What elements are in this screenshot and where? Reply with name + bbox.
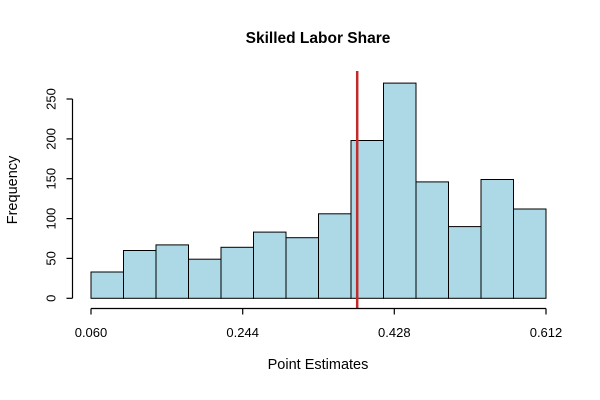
histogram-bar [318,213,352,299]
histogram-bar [415,181,449,299]
histogram-bar [448,226,482,299]
histogram-bar [123,250,157,299]
histogram-bar [480,179,514,299]
histogram-bar [155,244,189,299]
x-tick-label: 0.428 [378,325,411,340]
histogram-bar [188,258,222,299]
axes-layer: 0 50 100 150 200 250 0.060 0.244 0.428 0.612 [43,88,562,340]
x-tick-label: 0.060 [75,325,108,340]
y-tick-label: 150 [43,168,58,190]
y-tick-label: 0 [43,295,58,302]
histogram-bar [220,246,254,299]
y-tick-label: 200 [43,128,58,150]
bars-layer [90,82,547,299]
y-axis-label: Frequency [5,155,21,224]
x-tick-label: 0.612 [530,325,563,340]
histogram-bar [253,231,287,299]
histogram-bar [285,237,319,299]
y-tick-label: 250 [43,88,58,110]
x-axis-label: Point Estimates [268,357,369,373]
x-tick-label: 0.244 [226,325,259,340]
y-tick-label: 100 [43,208,58,230]
histogram-bar [383,82,417,299]
histogram-bar [513,208,547,299]
y-tick-label: 50 [43,251,58,265]
histogram-bar [90,271,124,299]
chart-title: Skilled Labor Share [246,30,391,47]
histogram-bar [350,140,384,299]
